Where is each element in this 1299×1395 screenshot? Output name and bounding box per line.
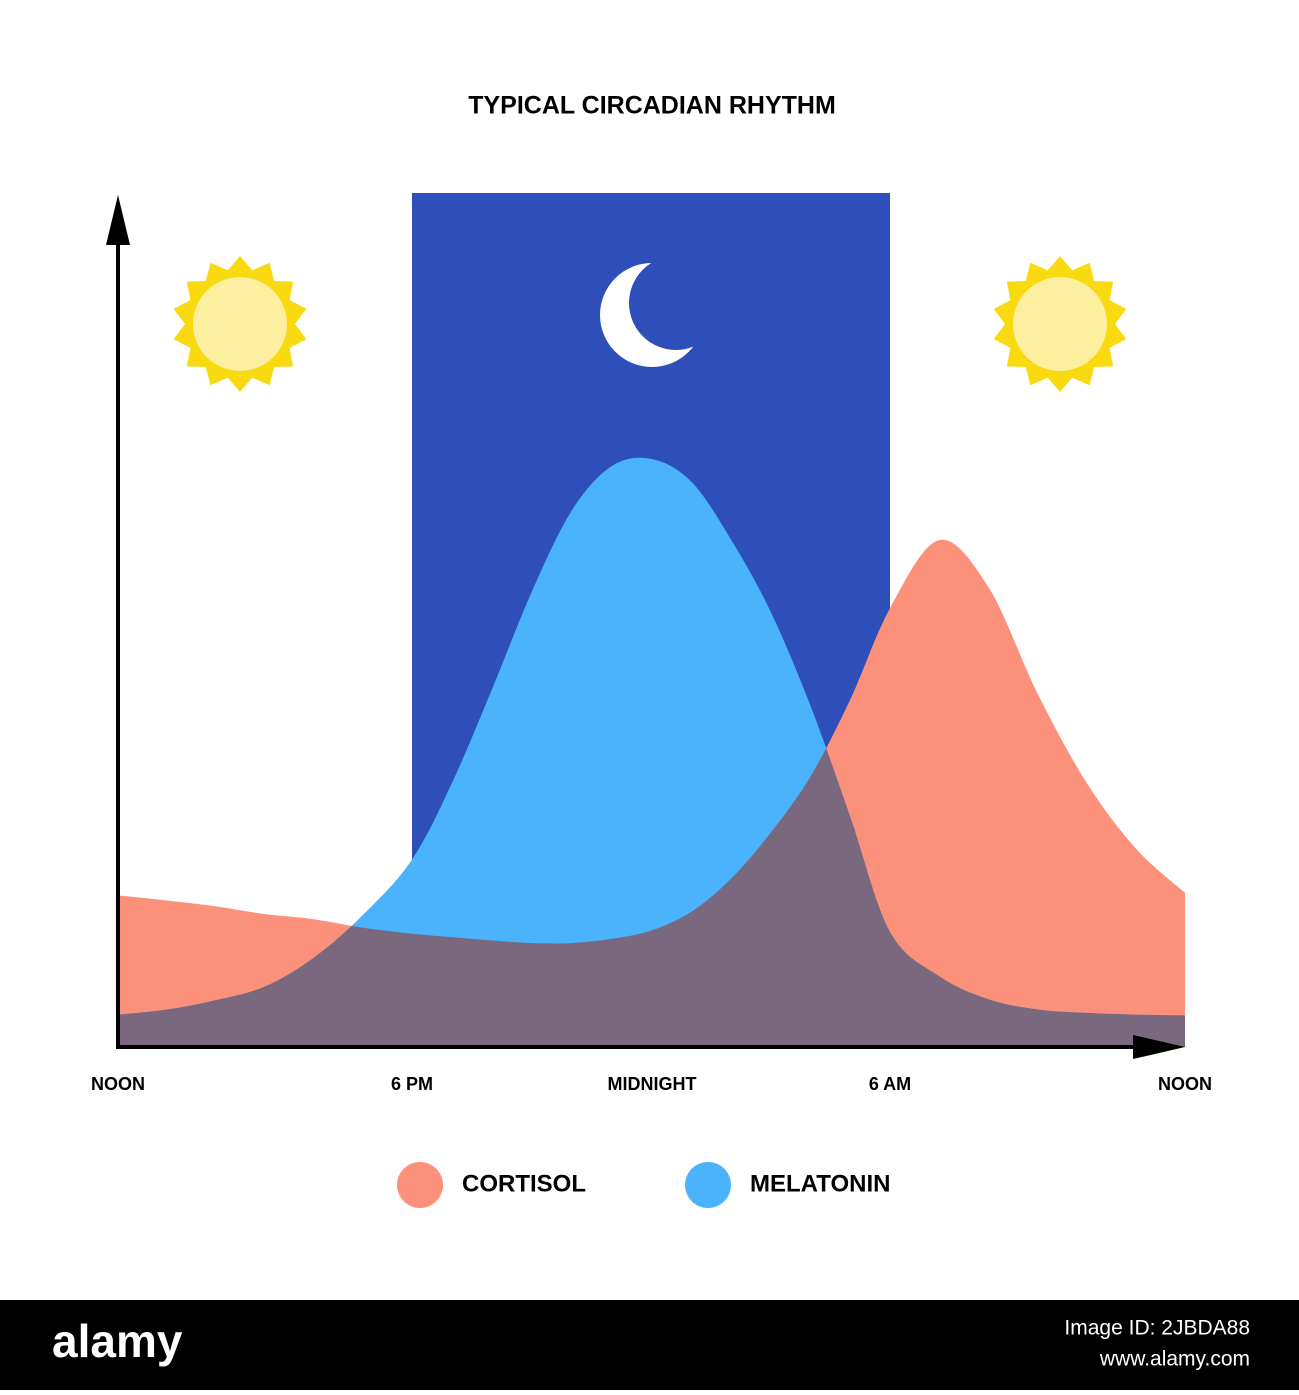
sun-left: [173, 256, 307, 392]
moon-shadow: [629, 256, 723, 350]
footer-bar: [0, 1300, 1299, 1390]
x-axis-arrow: [1133, 1035, 1185, 1059]
legend-swatch: [685, 1162, 731, 1208]
x-tick-label: NOON: [1158, 1074, 1212, 1094]
plot-area: [118, 457, 1185, 1047]
area: [118, 457, 1185, 1047]
legend-label: CORTISOL: [462, 1170, 586, 1197]
axes: [106, 195, 1185, 1059]
x-tick-label: 6 AM: [869, 1074, 911, 1094]
chart-title: TYPICAL CIRCADIAN RHYTHM: [468, 92, 836, 120]
x-ticks: NOON 6 PM MIDNIGHT 6 AM NOON: [91, 1074, 1212, 1094]
sun-core: [1013, 277, 1107, 371]
sun-core: [193, 277, 287, 371]
legend-label: MELATONIN: [750, 1170, 890, 1197]
footer-url: www.alamy.com: [1099, 1348, 1250, 1371]
area: [118, 539, 1185, 1047]
y-axis-arrow: [106, 195, 130, 245]
sun-right: [993, 256, 1127, 392]
x-tick-label: 6 PM: [391, 1074, 433, 1094]
footer-brand: alamy: [52, 1315, 183, 1367]
x-tick-label: MIDNIGHT: [608, 1074, 697, 1094]
x-tick-label: NOON: [91, 1074, 145, 1094]
moon: [600, 256, 723, 367]
legend: CORTISOL MELATONIN: [397, 1162, 890, 1208]
footer-image-id: Image ID: 2JBDA88: [1064, 1317, 1250, 1340]
legend-swatch: [397, 1162, 443, 1208]
